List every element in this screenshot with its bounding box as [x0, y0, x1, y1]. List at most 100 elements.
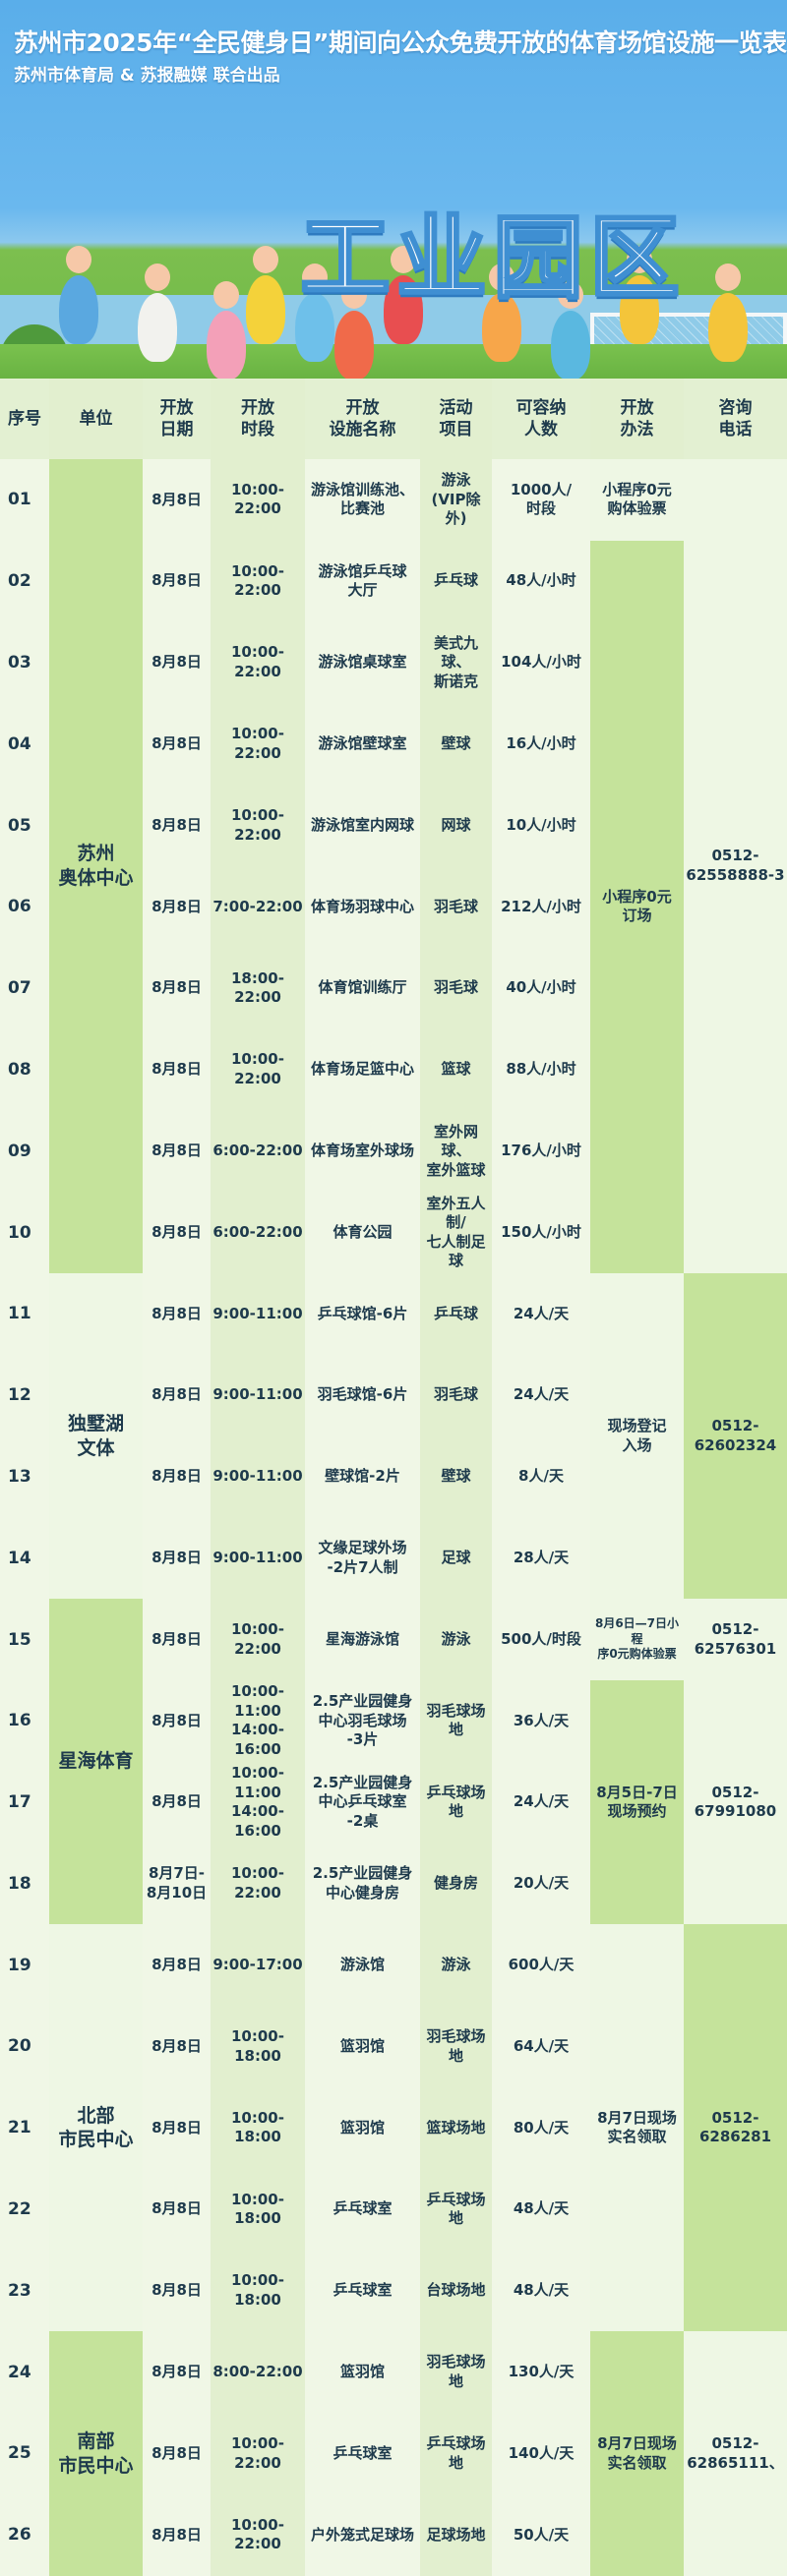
- facility-name: 壁球馆-2片: [305, 1435, 420, 1518]
- facility-name: 乒乓球室: [305, 2413, 420, 2494]
- open-time: 9:00-11:00: [211, 1272, 305, 1355]
- capacity: 24人/天: [492, 1272, 590, 1355]
- facility-name: 游泳馆壁球室: [305, 703, 420, 786]
- open-date: 8月8日: [143, 1435, 211, 1518]
- row-number: 17: [0, 1761, 49, 1844]
- row-number: 06: [0, 865, 49, 948]
- open-time: 7:00-22:00: [211, 865, 305, 948]
- open-time: 10:00-22:00: [211, 1028, 305, 1111]
- unit-cell: 南部 市民中心: [49, 2331, 143, 2576]
- facility-name: 篮羽馆: [305, 2331, 420, 2414]
- facility-name: 文缘足球外场 -2片7人制: [305, 1517, 420, 1600]
- row-number: 08: [0, 1028, 49, 1111]
- activity: 羽毛球: [420, 947, 492, 1029]
- capacity: 50人/天: [492, 2493, 590, 2576]
- row-number: 07: [0, 947, 49, 1029]
- unit-cell: 星海体育: [49, 1599, 143, 1925]
- activity: 室外五人制/ 七人制足球: [420, 1192, 492, 1273]
- facility-name: 体育公园: [305, 1192, 420, 1273]
- facility-name: 乒乓球室: [305, 2250, 420, 2332]
- open-date: 8月8日: [143, 1761, 211, 1844]
- person-head: [391, 246, 416, 273]
- activity: 乒乓球: [420, 1272, 492, 1355]
- open-date: 8月8日: [143, 459, 211, 541]
- open-time: 9:00-11:00: [211, 1435, 305, 1518]
- activity: 羽毛球: [420, 1354, 492, 1436]
- open-time: 10:00-22:00: [211, 785, 305, 866]
- row-number: 21: [0, 2086, 49, 2169]
- row-number: 13: [0, 1435, 49, 1518]
- column-header: 开放 设施名称: [305, 379, 420, 459]
- person-figure: [384, 275, 423, 344]
- capacity: 36人/天: [492, 1679, 590, 1762]
- open-time: 10:00-22:00: [211, 2493, 305, 2576]
- open-date: 8月8日: [143, 1924, 211, 2007]
- person-figure: [295, 293, 334, 362]
- column-header: 咨询 电话: [684, 379, 787, 459]
- open-time: 10:00-22:00: [211, 459, 305, 541]
- phone-cell: 0512- 62602324: [684, 1272, 787, 1600]
- capacity: 48人/天: [492, 2250, 590, 2332]
- facility-name: 2.5产业园健身 中心乒乓球室 -2桌: [305, 1761, 420, 1844]
- row-number: 16: [0, 1679, 49, 1762]
- activity: 游泳 (VIP除外): [420, 459, 492, 541]
- facility-name: 乒乓球室: [305, 2168, 420, 2251]
- capacity: 40人/小时: [492, 947, 590, 1029]
- row-number: 24: [0, 2331, 49, 2414]
- open-date: 8月8日: [143, 2006, 211, 2087]
- capacity: 176人/小时: [492, 1110, 590, 1193]
- activity: 乒乓球: [420, 540, 492, 622]
- activity: 篮球场地: [420, 2086, 492, 2169]
- capacity: 600人/天: [492, 1924, 590, 2007]
- person-figure: [207, 311, 246, 379]
- person-head: [302, 263, 328, 291]
- open-time: 10:00-22:00: [211, 1843, 305, 1925]
- activity: 乒乓球场地: [420, 2413, 492, 2494]
- capacity: 150人/小时: [492, 1192, 590, 1273]
- activity: 足球场地: [420, 2493, 492, 2576]
- open-date: 8月8日: [143, 2086, 211, 2169]
- row-number: 15: [0, 1599, 49, 1680]
- person-figure: [334, 311, 374, 379]
- activity: 壁球: [420, 703, 492, 786]
- row-number: 26: [0, 2493, 49, 2576]
- open-date: 8月8日: [143, 865, 211, 948]
- facility-name: 体育馆训练厅: [305, 947, 420, 1029]
- unit-cell: 独墅湖 文体: [49, 1272, 143, 1600]
- column-header: 开放 时段: [211, 379, 305, 459]
- capacity: 140人/天: [492, 2413, 590, 2494]
- facility-name: 游泳馆乒乓球 大厅: [305, 540, 420, 622]
- capacity: 8人/天: [492, 1435, 590, 1518]
- row-number: 14: [0, 1517, 49, 1600]
- facility-name: 乒乓球馆-6片: [305, 1272, 420, 1355]
- open-time: 10:00-22:00: [211, 2413, 305, 2494]
- activity: 壁球: [420, 1435, 492, 1518]
- facility-name: 体育场羽球中心: [305, 865, 420, 948]
- activity: 游泳: [420, 1599, 492, 1680]
- method-cell: 8月7日现场 实名领取: [590, 1924, 684, 2332]
- facility-name: 游泳馆室内网球: [305, 785, 420, 866]
- open-time: 10:00-22:00: [211, 621, 305, 704]
- hero-banner: 苏州市2025年“全民健身日”期间向公众免费开放的体育场馆设施一览表 苏州市体育…: [0, 0, 787, 379]
- facility-name: 羽毛球馆-6片: [305, 1354, 420, 1436]
- open-time: 9:00-17:00: [211, 1924, 305, 2007]
- open-date: 8月8日: [143, 1679, 211, 1762]
- open-date: 8月8日: [143, 1599, 211, 1680]
- facility-name: 2.5产业园健身 中心健身房: [305, 1843, 420, 1925]
- capacity: 500人/时段: [492, 1599, 590, 1680]
- open-time: 10:00-18:00: [211, 2168, 305, 2251]
- open-date: 8月8日: [143, 703, 211, 786]
- facility-name: 体育场室外球场: [305, 1110, 420, 1193]
- capacity: 104人/小时: [492, 621, 590, 704]
- district-banner-text: 工业园区: [298, 205, 687, 313]
- open-time: 9:00-11:00: [211, 1517, 305, 1600]
- open-time: 6:00-22:00: [211, 1110, 305, 1193]
- open-date: 8月7日- 8月10日: [143, 1843, 211, 1925]
- facility-name: 体育场足篮中心: [305, 1028, 420, 1111]
- capacity: 48人/天: [492, 2168, 590, 2251]
- activity: 台球场地: [420, 2250, 492, 2332]
- activity: 羽毛球场地: [420, 2006, 492, 2087]
- person-figure: [138, 293, 177, 362]
- capacity: 10人/小时: [492, 785, 590, 866]
- page-title: 苏州市2025年“全民健身日”期间向公众免费开放的体育场馆设施一览表: [14, 29, 787, 57]
